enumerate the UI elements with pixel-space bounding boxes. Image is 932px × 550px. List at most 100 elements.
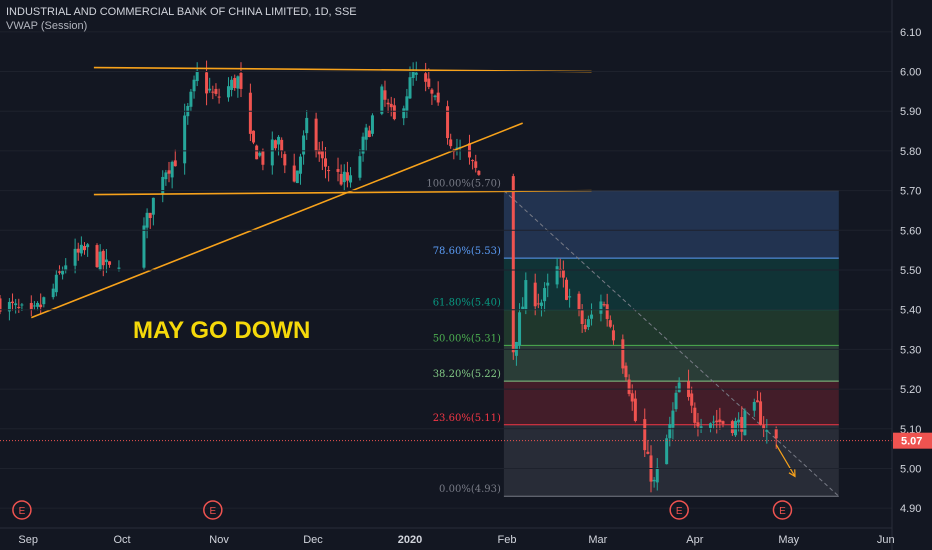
price-tick-label: 5.90 [900, 106, 921, 118]
forecast-arrow [775, 444, 796, 477]
candle-body [217, 96, 221, 98]
candle-body [236, 76, 240, 89]
candle-body [76, 248, 80, 253]
candle-body [561, 269, 565, 278]
candle-body [715, 420, 719, 423]
candle-body [533, 282, 537, 307]
candle-body [183, 115, 187, 164]
trendline [93, 66, 592, 73]
price-tick-label: 5.20 [900, 384, 921, 396]
price-tick-label: 5.50 [900, 265, 921, 277]
fib-level-label: 50.00%(5.31) [433, 333, 501, 344]
price-tick-label: 6.10 [900, 27, 921, 39]
trendline-layer[interactable] [31, 66, 796, 478]
candle-body [51, 288, 55, 298]
candle-body [214, 88, 218, 94]
candle-body [380, 86, 384, 114]
candle-body [192, 79, 196, 92]
candle-body [302, 135, 306, 155]
candle-body [370, 115, 374, 134]
candle-body [543, 288, 547, 302]
candle-body [577, 293, 581, 310]
candle-body [392, 105, 396, 120]
candle-body [73, 248, 77, 266]
candle-body [774, 428, 778, 439]
fib-level-label: 0.00%(4.93) [439, 484, 501, 495]
candle-body [737, 419, 741, 423]
earnings-marker-label: E [779, 506, 786, 517]
candle-body [42, 297, 46, 305]
time-tick-label: May [778, 534, 799, 546]
price-tick-label: 4.90 [900, 503, 921, 515]
candle-body [436, 92, 440, 103]
fib-zone [503, 258, 839, 310]
candle-body [564, 279, 568, 300]
candle-body [762, 425, 766, 430]
candle-body [405, 96, 409, 111]
candle-body [611, 330, 615, 341]
forecast-arrow-head [788, 469, 796, 478]
candle-body [449, 139, 453, 147]
earnings-marker[interactable]: E [772, 500, 793, 520]
fibonacci-retracement[interactable]: 100.00%(5.70) 78.60%(5.53) 61.80%(5.40) 50.… [426, 179, 840, 497]
candle-body [273, 140, 277, 149]
candle-body [471, 160, 475, 162]
candle-body [467, 143, 471, 158]
candle-body [558, 268, 562, 270]
candle-body [430, 89, 434, 94]
candle-body [324, 158, 328, 167]
price-tick-label: 5.40 [900, 305, 921, 317]
candle-body [677, 382, 681, 393]
candle-body [646, 451, 650, 454]
earnings-marker[interactable]: E [203, 500, 223, 520]
fib-level-label: 78.60%(5.53) [433, 246, 501, 257]
candle-body [361, 136, 365, 154]
candle-body [424, 73, 428, 82]
candle-body [54, 274, 58, 293]
earnings-marker-circle [772, 500, 793, 520]
time-tick-label: Mar [588, 534, 607, 546]
candle-body [621, 339, 625, 369]
candle-body [14, 303, 18, 306]
candle-body [248, 92, 252, 134]
time-tick-label: 2020 [398, 534, 422, 546]
candlestick-series [0, 60, 778, 493]
candle-body [364, 127, 368, 140]
candle-body [320, 151, 324, 159]
fib-level-label: 100.00%(5.70) [426, 179, 501, 190]
candle-body [167, 170, 171, 174]
candle-body [699, 426, 703, 428]
fib-level-label: 61.80%(5.40) [433, 298, 501, 309]
candle-body [230, 79, 234, 90]
candle-body [145, 212, 149, 228]
candle-body [64, 265, 68, 271]
earnings-marker-circle [669, 500, 689, 520]
candle-body [712, 421, 716, 423]
indicator-label[interactable]: VWAP (Session) [6, 20, 88, 32]
candle-body [511, 176, 515, 353]
candle-body [292, 165, 296, 182]
price-tick-label: 6.00 [900, 67, 921, 79]
candle-body [255, 145, 259, 160]
earnings-marker[interactable]: E [12, 500, 32, 520]
candle-body [108, 261, 112, 265]
candle-body [693, 407, 697, 423]
candle-body [536, 303, 540, 305]
candle-body [117, 267, 121, 269]
candle-body [104, 259, 108, 263]
candle-body [317, 149, 321, 155]
candle-body [277, 136, 281, 145]
fib-zone [503, 345, 839, 382]
candle-body [95, 245, 99, 268]
candle-body [555, 266, 559, 285]
candle-body [655, 467, 659, 483]
trendline [31, 122, 523, 319]
candle-body [211, 91, 215, 93]
earnings-marker[interactable]: E [669, 500, 689, 520]
fib-level-label: 23.60%(5.11) [433, 413, 501, 424]
candle-body [252, 130, 256, 143]
earnings-marker-label: E [676, 506, 683, 517]
candle-body [280, 139, 284, 151]
